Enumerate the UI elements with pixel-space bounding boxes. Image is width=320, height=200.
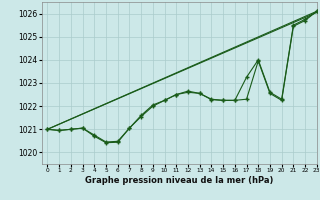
X-axis label: Graphe pression niveau de la mer (hPa): Graphe pression niveau de la mer (hPa): [85, 176, 273, 185]
